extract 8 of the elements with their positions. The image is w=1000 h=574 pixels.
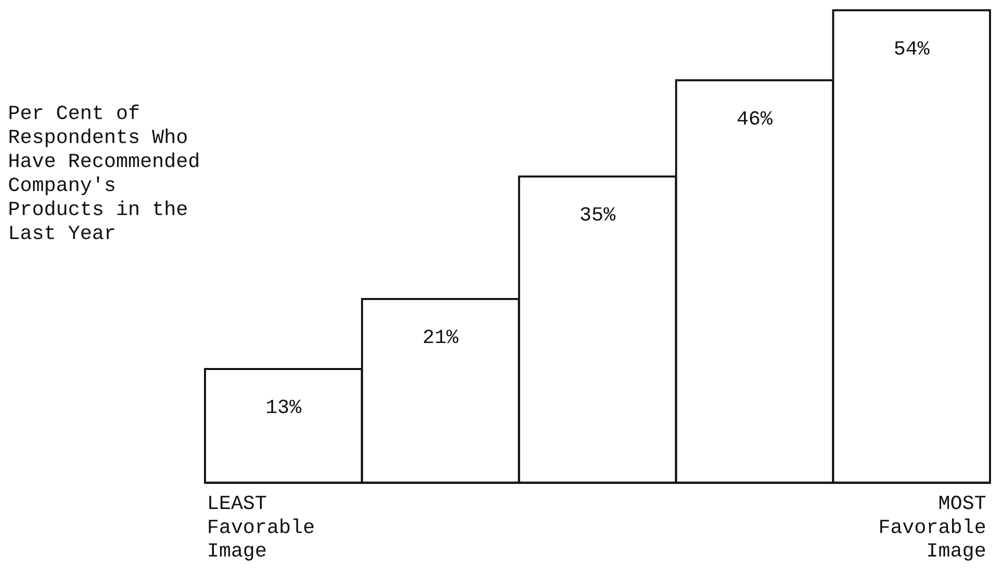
data-label: 13% [265, 396, 302, 420]
data-label: 21% [422, 326, 458, 350]
data-label: 35% [579, 204, 616, 227]
x-tick-label: LEAST Favorable Image [206, 492, 315, 563]
y-axis-title: Per Cent of Respondents Who Have Recommended Company's Products in the Last Year [8, 102, 202, 248]
data-label: 46% [736, 107, 772, 130]
data-label: 54% [893, 37, 930, 60]
x-tick-label: MOST Favorable Image [878, 492, 986, 563]
